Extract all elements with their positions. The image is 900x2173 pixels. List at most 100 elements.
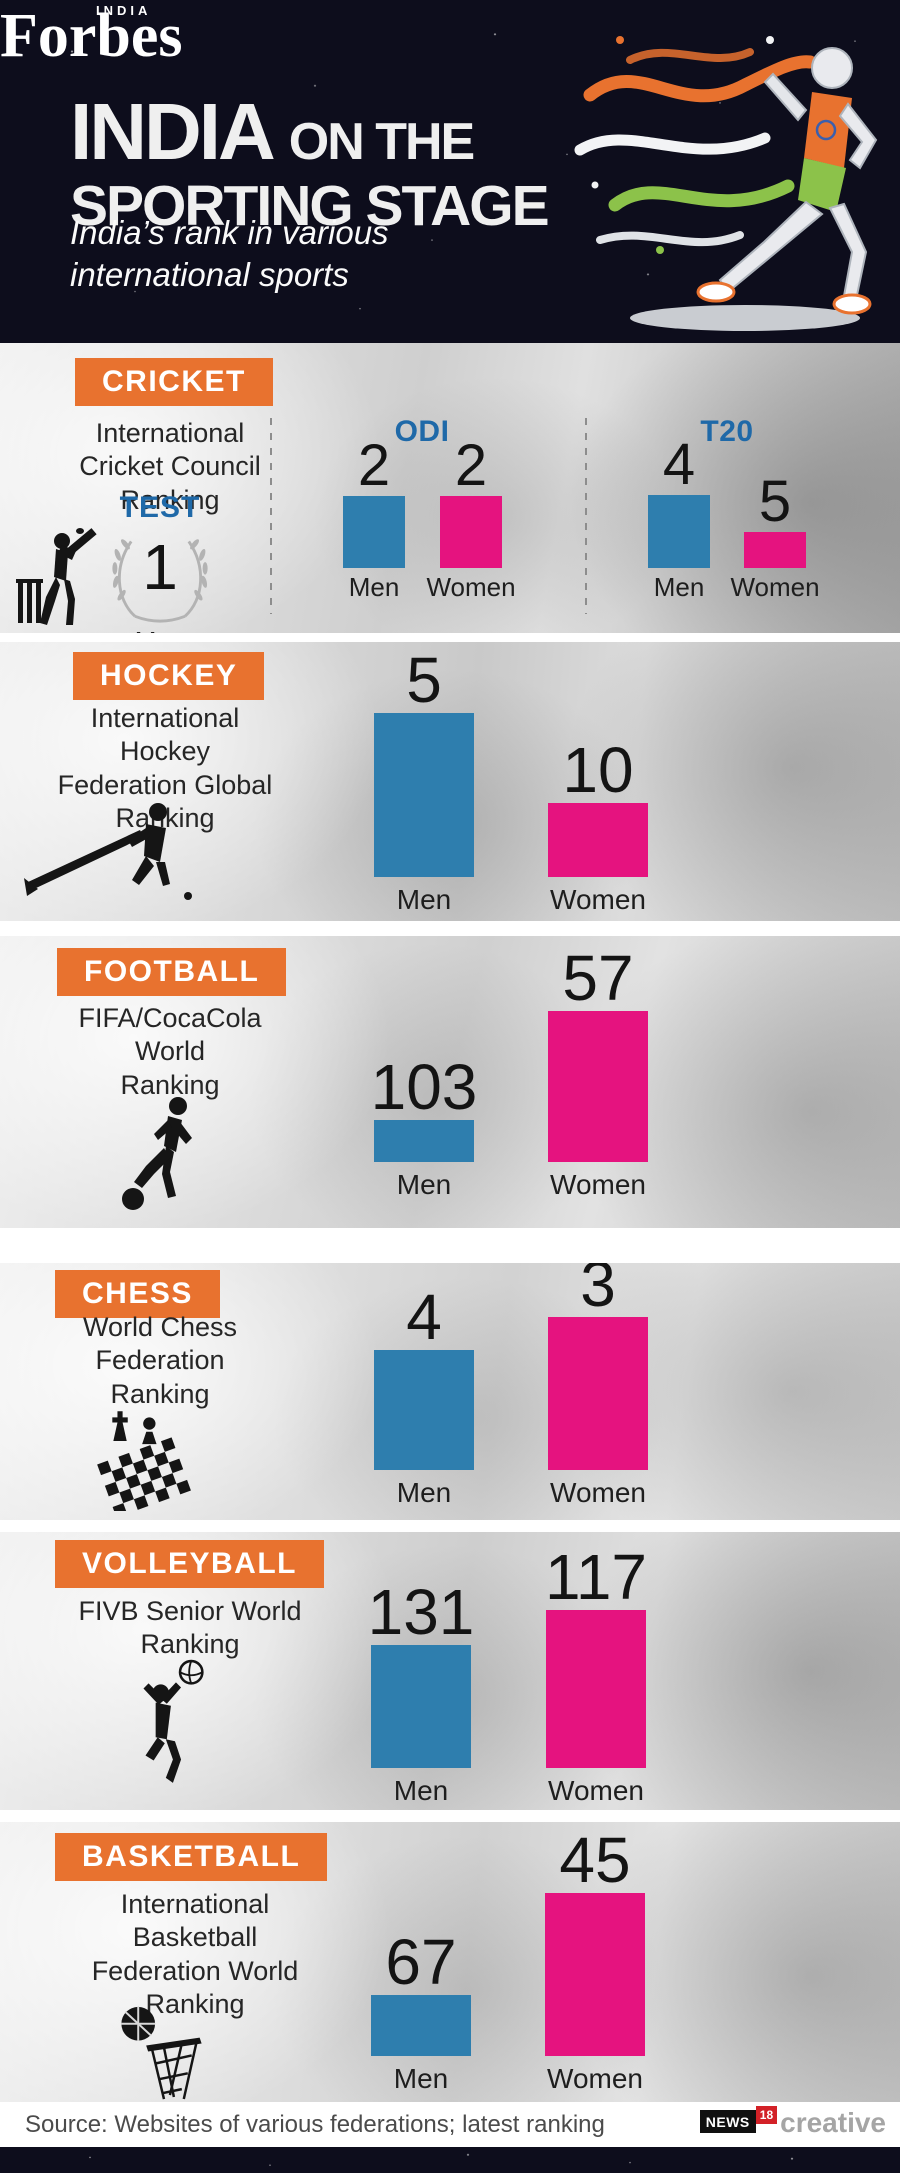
bar-category: Men [396, 1169, 452, 1201]
bar-value: 3 [580, 1263, 616, 1320]
news18-creative-text: creative [780, 2107, 886, 2138]
section-hockey: HOCKEY International Hockey Federation G… [0, 642, 900, 921]
bar-value: 4 [662, 432, 696, 498]
bar-category: Men [396, 1477, 452, 1509]
bar-value: 57 [562, 941, 634, 1014]
cricket-batsman-icon [16, 528, 97, 625]
bar-t20-men: 4 Men [619, 432, 739, 603]
bar-category: Women [550, 1477, 646, 1509]
test-label: TEST [119, 491, 201, 524]
section-label: FOOTBALL [57, 948, 287, 996]
page-title: INDIA ON THE SPORTING STAGE [70, 87, 550, 238]
bar [371, 1645, 471, 1769]
section-label: VOLLEYBALL [55, 1540, 324, 1588]
news18-creative-logo: NEWS 18 creative [699, 2106, 886, 2138]
bar-value: 5 [758, 469, 792, 535]
title-india: INDIA [70, 87, 276, 176]
bar [440, 495, 502, 568]
hockey-player-icon [24, 803, 192, 900]
forbes-india-label: INDIA [96, 3, 152, 18]
title-on-the: ON THE [288, 113, 475, 171]
section-label: CRICKET [75, 358, 273, 406]
bar-women: 117 Women [516, 1540, 676, 1809]
bar-category: Men [393, 2063, 449, 2095]
bar-t20-women: 5 Women [715, 469, 835, 603]
runner-illustration [574, 36, 878, 331]
footballer-icon [122, 1097, 192, 1210]
bar [548, 1317, 648, 1471]
bar-value: 2 [357, 433, 391, 499]
bar-category: Women [426, 571, 516, 602]
bar-value: 4 [406, 1280, 442, 1353]
bar [548, 1011, 648, 1163]
title-sporting-stage: SPORTING STAGE [70, 174, 550, 238]
section-football: FOOTBALL FIFA/CocaCola World Ranking 103… [0, 936, 900, 1228]
basketball-hoop-icon [121, 2006, 202, 2100]
bar-women: 3 Women [518, 1263, 678, 1510]
bar-value: 2 [454, 433, 488, 499]
forbes-wordmark: Forbes [0, 2, 183, 70]
section-cricket: CRICKET International Cricket Council Ra… [0, 343, 900, 633]
t20-label: T20 [700, 415, 754, 448]
section-description: International Basketball Federation Worl… [91, 1889, 299, 2020]
bar-category: Women [548, 1775, 644, 1807]
bar-category: Men [653, 571, 705, 602]
header: INDIA Forbes INDIA ON THE SPORTING STAGE… [0, 0, 900, 343]
news18-18-box: 18 [755, 2106, 778, 2124]
bar-men: 131 Men [341, 1575, 501, 1809]
section-label: CHESS [55, 1270, 220, 1318]
bar [548, 803, 648, 878]
bar-value: 117 [544, 1540, 648, 1613]
bar-women: 57 Women [518, 941, 678, 1203]
bar [371, 1995, 471, 2057]
laurel-wreath-icon: 1 [100, 528, 220, 624]
page-subtitle: India’s rank in various international sp… [70, 214, 389, 294]
bar-odi-men: 2 Men [314, 433, 434, 603]
section-description: International Cricket Council Ranking [79, 418, 261, 515]
bar [545, 1893, 645, 2057]
bar [648, 494, 710, 568]
bar-category: Women [547, 2063, 643, 2095]
bar [546, 1610, 646, 1769]
chessboard-icon [97, 1411, 191, 1511]
news18-news-box: NEWS [699, 2110, 756, 2133]
bar-category: Women [730, 571, 820, 602]
bar-men: 67 Men [341, 1925, 501, 2097]
bar-men: 103 Men [344, 1050, 504, 1203]
bar-category: Men [393, 1775, 449, 1807]
section-description: International Hockey Federation Global R… [57, 703, 273, 834]
bar-women: 45 Women [515, 1823, 675, 2097]
section-volleyball: VOLLEYBALL FIVB Senior World Ranking 131… [0, 1532, 900, 1810]
bar-men: 5 Men [344, 643, 504, 918]
bar-category: Men [348, 571, 400, 602]
bar-value: 131 [367, 1575, 475, 1648]
bar-value: 103 [370, 1050, 478, 1123]
bar-men: 4 Men [344, 1280, 504, 1511]
bar-category: Men [396, 884, 452, 916]
bar [374, 1120, 474, 1163]
forbes-logo: INDIA Forbes [0, 2, 183, 70]
odi-label: ODI [394, 415, 450, 448]
bar-odi-women: 2 Women [411, 433, 531, 603]
section-label: BASKETBALL [55, 1833, 328, 1881]
divider-odi-t20 [585, 418, 587, 614]
bar-value: 10 [562, 733, 634, 806]
bar-value: 45 [559, 1823, 631, 1896]
bar [343, 495, 405, 568]
bar-value: 67 [385, 1925, 457, 1998]
bottom-starfield-strip [0, 2147, 900, 2173]
section-description: World Chess Federation Ranking [82, 1312, 238, 1409]
volleyball-player-icon [143, 1659, 204, 1783]
test-rank-value: 1 [142, 531, 178, 603]
test-ranking-block: TEST 1 Men [95, 493, 225, 633]
source-text: Source: Websites of various federations;… [25, 2111, 605, 2138]
section-chess: CHESS World Chess Federation Ranking [0, 1263, 900, 1520]
bar-value: 5 [406, 643, 442, 716]
bar [374, 713, 474, 878]
divider-test-odi [270, 418, 272, 614]
bar-women: 10 Women [518, 733, 678, 918]
bar [374, 1350, 474, 1471]
section-description: FIVB Senior World Ranking [78, 1596, 302, 1660]
bar-category: Women [550, 884, 646, 916]
